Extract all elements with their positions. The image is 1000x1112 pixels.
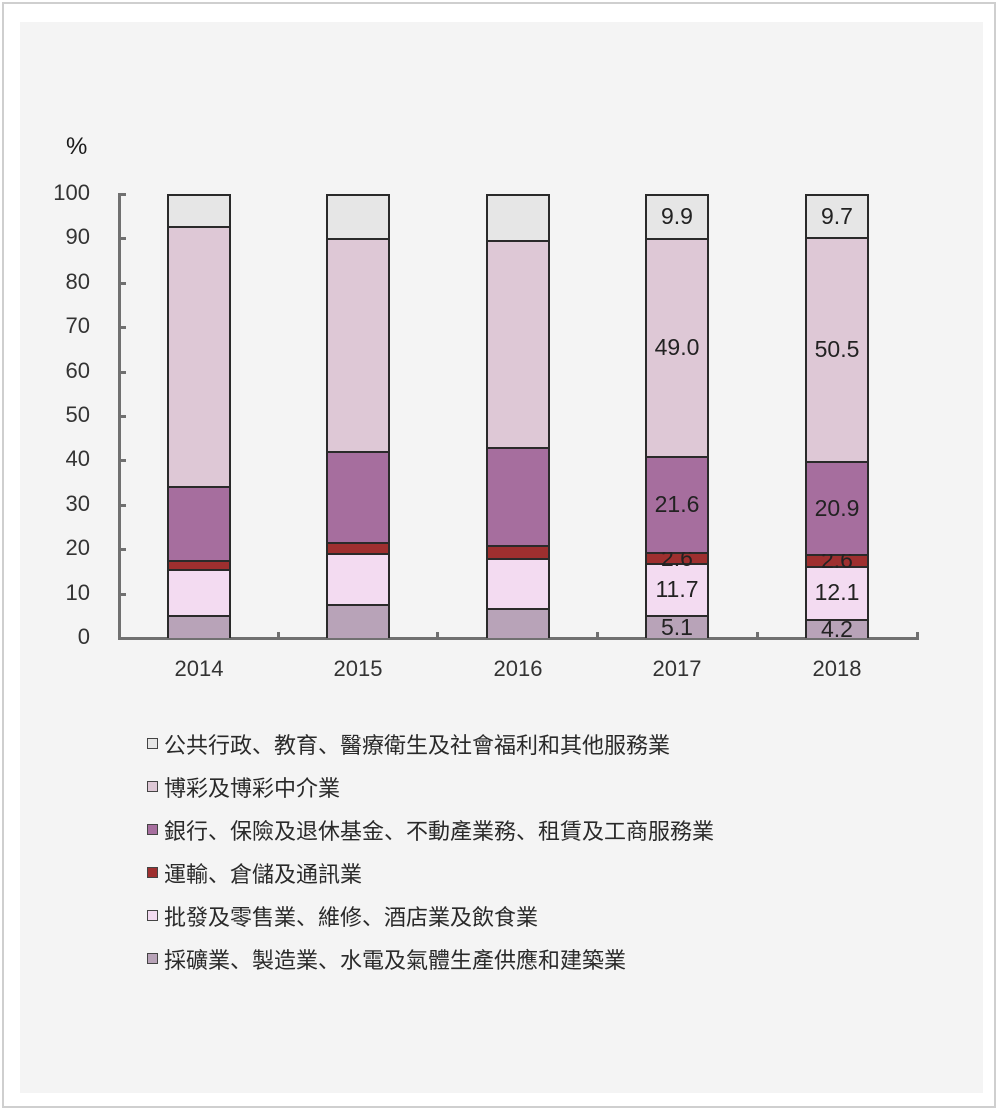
bar-segment[interactable] [326, 238, 390, 452]
legend-label: 採礦業、製造業、水電及氣體生產供應和建築業 [164, 948, 627, 974]
bar-segment[interactable] [645, 615, 709, 638]
segment-value-label: 9.7 [821, 202, 853, 229]
bar-segment[interactable] [486, 607, 550, 638]
y-tick-label: 70 [65, 313, 90, 339]
bar-segment[interactable] [645, 551, 709, 564]
y-tick-label: 90 [65, 224, 90, 250]
x-tick-mark [436, 632, 439, 638]
y-tick-mark [120, 193, 126, 196]
y-tick-label: 10 [65, 579, 90, 605]
segment-value-label: 5.1 [661, 613, 693, 640]
segment-value-label: 20.9 [814, 494, 860, 521]
legend-swatch-icon [147, 910, 158, 921]
y-tick-mark [120, 326, 126, 330]
bar-segment[interactable] [326, 451, 390, 543]
segment-value-label: 50.5 [814, 336, 860, 363]
legend-item[interactable]: 公共行政、教育、醫療衛生及社會福利和其他服務業 [147, 722, 714, 765]
y-tick-mark [120, 281, 126, 285]
x-tick-label: 2016 [493, 656, 543, 681]
y-tick-mark [120, 548, 126, 552]
bar-segment[interactable] [486, 194, 550, 241]
bar-segment[interactable] [486, 558, 550, 608]
legend-swatch-icon [147, 953, 158, 964]
y-tick-label: 20 [65, 535, 90, 561]
bar-segment[interactable] [167, 486, 231, 560]
x-tick-mark [596, 632, 599, 638]
y-tick-label: 0 [77, 624, 90, 649]
y-axis-unit-label: % [66, 133, 88, 160]
y-tick-mark [120, 237, 126, 241]
legend-swatch-icon [147, 738, 158, 749]
x-axis-line [118, 637, 919, 640]
bar-segment[interactable] [805, 237, 869, 462]
segment-value-label: 11.7 [655, 576, 699, 603]
legend-item[interactable]: 批發及零售業、維修、酒店業及飲食業 [147, 894, 714, 937]
legend-label: 博彩及博彩中介業 [164, 776, 341, 802]
y-tick-label: 80 [65, 268, 90, 294]
chart-legend: 公共行政、教育、醫療衛生及社會福利和其他服務業 博彩及博彩中介業銀行、保險及退休基… [147, 722, 714, 980]
legend-swatch-icon [147, 781, 158, 792]
bar-segment[interactable] [645, 563, 709, 616]
bar-segment[interactable] [167, 225, 231, 487]
y-tick-mark [120, 370, 126, 374]
y-tick-mark [120, 415, 126, 418]
x-tick-mark [756, 632, 759, 638]
legend-item[interactable]: 銀行、保險及退休基金、不動產業務、租賃及工商服務業 [147, 808, 714, 851]
bar-segment[interactable] [805, 461, 869, 555]
segment-value-label: 49.0 [654, 334, 700, 361]
bar-segment[interactable] [326, 603, 390, 638]
bar-segment[interactable] [486, 545, 550, 559]
y-tick-mark [120, 503, 126, 507]
bar-segment[interactable] [486, 447, 550, 546]
legend-label: 銀行、保險及退休基金、不動產業務、租賃及工商服務業 [164, 819, 715, 845]
bar-segment[interactable] [167, 569, 231, 615]
y-tick-mark [120, 592, 126, 596]
legend-swatch-icon [147, 824, 158, 835]
x-tick-mark [277, 632, 280, 638]
x-tick-label: 2017 [652, 656, 702, 681]
y-tick-label: 100 [53, 180, 90, 205]
bar-segment[interactable] [486, 240, 550, 448]
x-tick-label: 2014 [174, 656, 224, 681]
bar-segment[interactable] [326, 542, 390, 554]
bar-segment[interactable] [167, 614, 231, 638]
x-tick-label: 2018 [812, 656, 862, 681]
y-tick-label: 30 [65, 490, 90, 516]
y-tick-label: 60 [65, 357, 90, 383]
bar-segment[interactable] [805, 619, 869, 638]
x-tick-label: 2015 [333, 656, 383, 681]
y-tick-label: 40 [65, 446, 90, 472]
bar-segment[interactable] [645, 455, 709, 552]
segment-value-label: 4.2 [821, 615, 853, 642]
y-tick-mark [120, 459, 126, 463]
y-tick-label: 50 [65, 402, 90, 427]
y-axis-line [118, 193, 121, 639]
segment-value-label: 9.9 [661, 203, 693, 230]
bar-segment[interactable] [326, 194, 390, 239]
bar-segment[interactable] [645, 238, 709, 456]
legend-label: 運輸、倉儲及通訊業 [164, 862, 363, 888]
bar-segment[interactable] [326, 553, 390, 604]
legend-item[interactable]: 運輸、倉儲及通訊業 [147, 851, 714, 894]
legend-label: 批發及零售業、維修、酒店業及飲食業 [164, 905, 539, 931]
segment-value-label: 12.1 [814, 579, 860, 606]
bar-segment[interactable] [167, 194, 231, 226]
legend-label: 公共行政、教育、醫療衛生及社會福利和其他服務業 [164, 733, 671, 759]
legend-item[interactable]: 博彩及博彩中介業 [147, 765, 714, 808]
bar-segment[interactable] [805, 565, 869, 620]
legend-swatch-icon [147, 867, 158, 878]
legend-item[interactable]: 採礦業、製造業、水電及氣體生產供應和建築業 [147, 937, 714, 980]
bar-segment[interactable] [645, 194, 709, 239]
bar-segment[interactable] [167, 559, 231, 570]
bar-segment[interactable] [805, 194, 869, 238]
segment-value-label: 21.6 [654, 490, 700, 517]
bar-segment[interactable] [805, 554, 869, 566]
x-tick-mark [916, 632, 919, 638]
